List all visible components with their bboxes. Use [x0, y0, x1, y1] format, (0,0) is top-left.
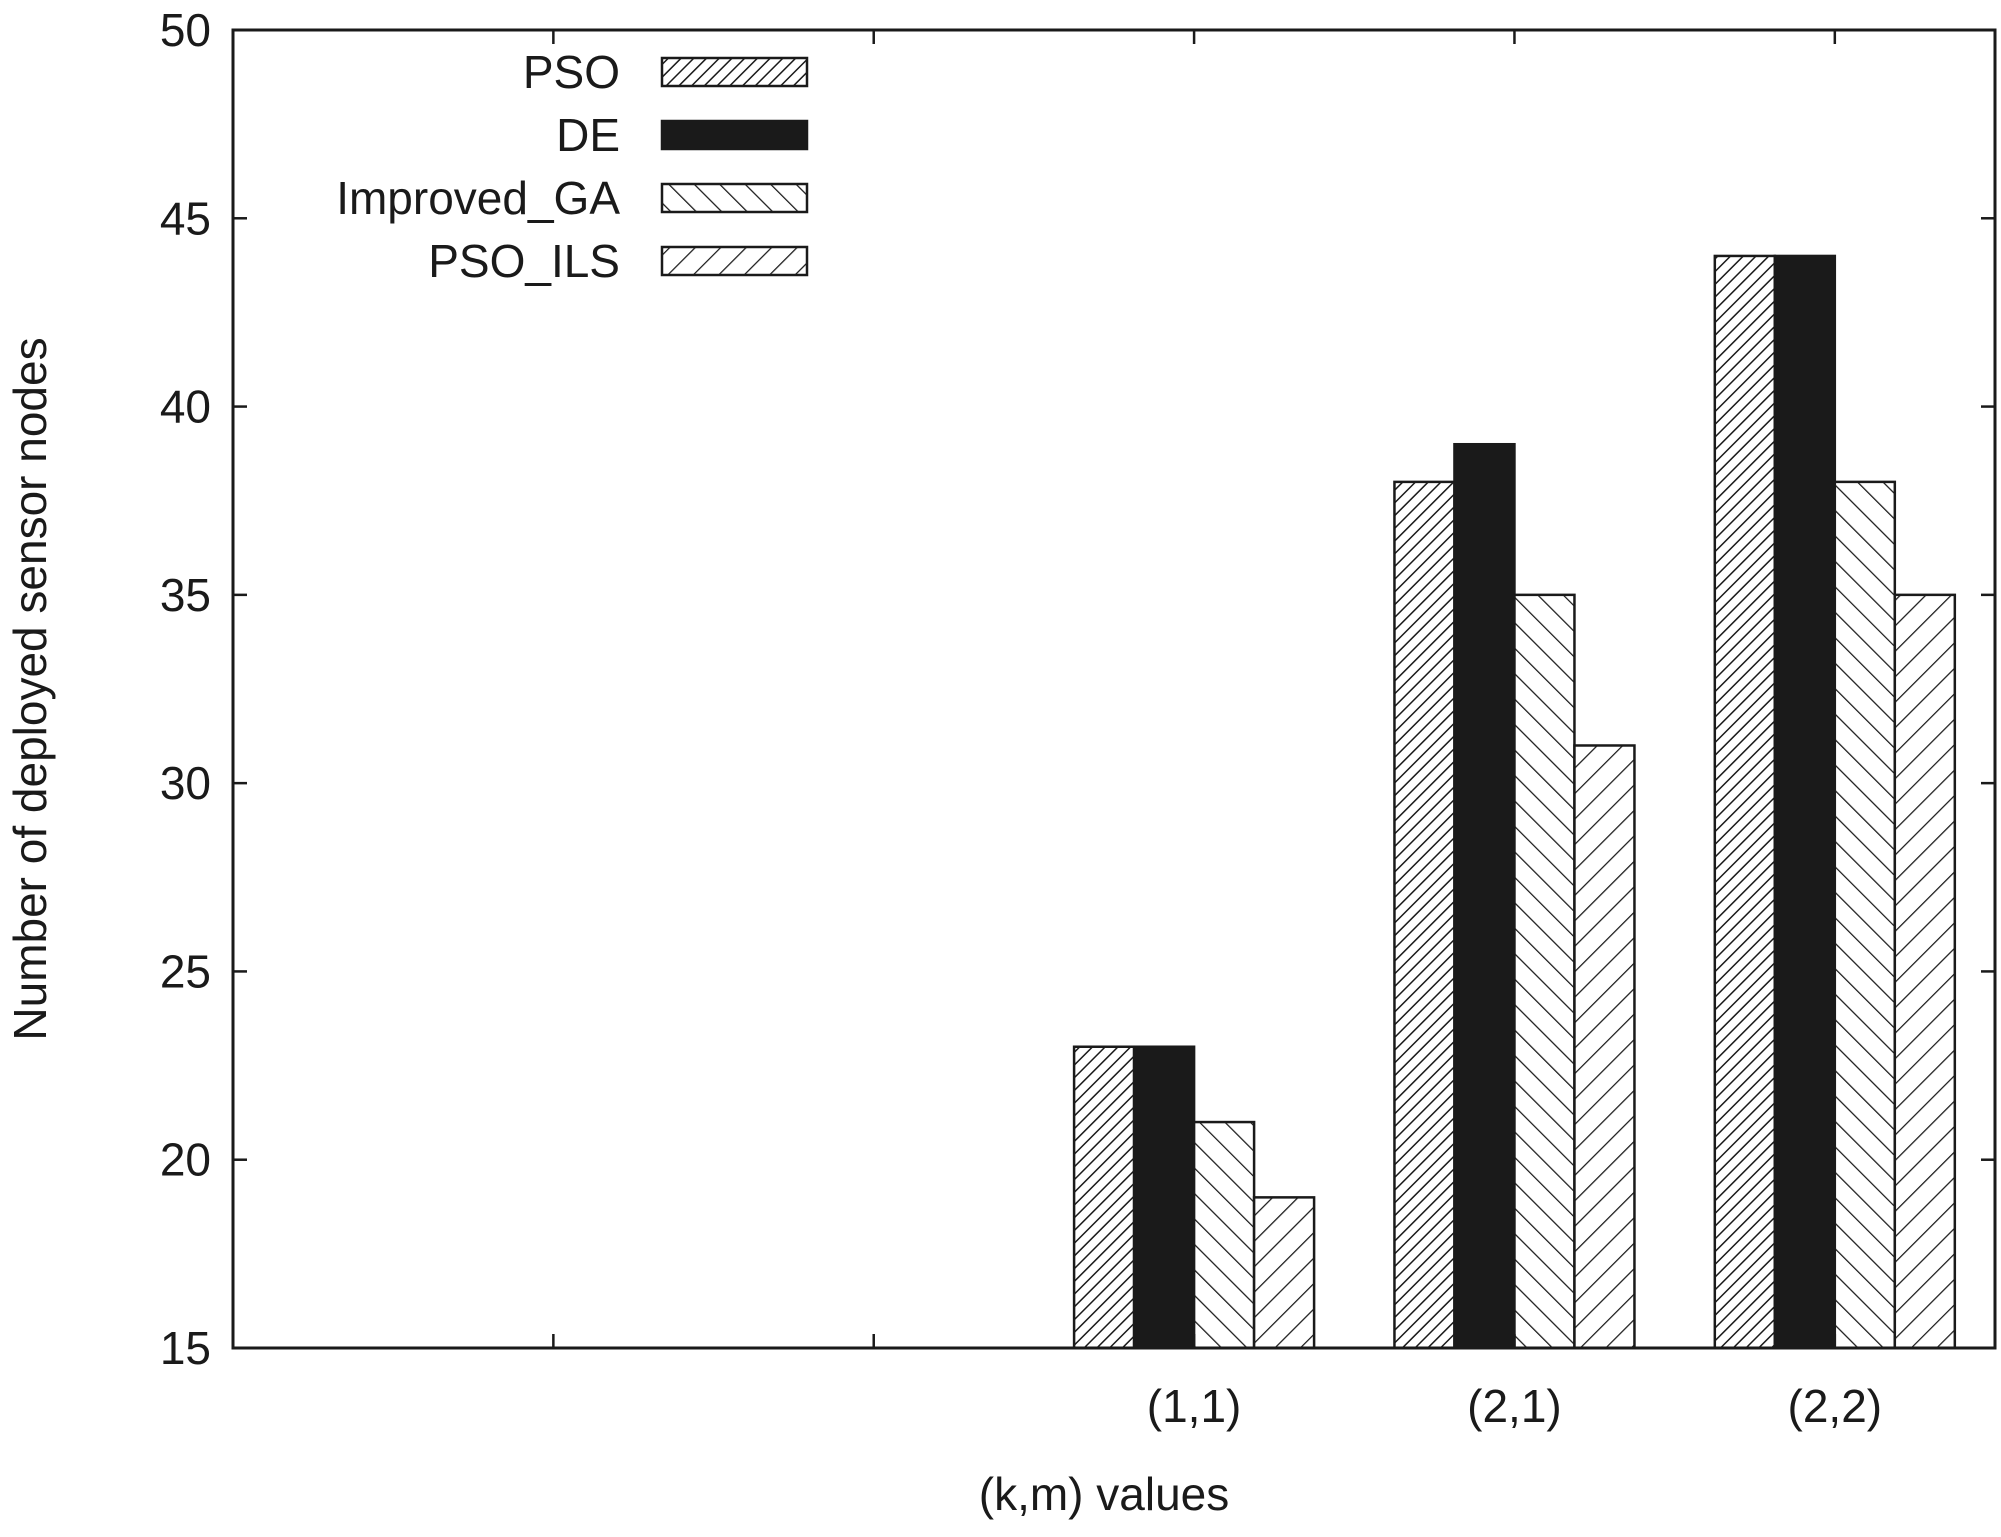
- legend-label: PSO: [523, 46, 620, 98]
- y-tick-label: 40: [160, 381, 211, 433]
- y-tick-label: 45: [160, 192, 211, 244]
- legend-label: Improved_GA: [336, 172, 620, 224]
- bar-pso-4: [1713, 254, 1777, 1350]
- bar-improved-ga-4: [1833, 480, 1897, 1350]
- plot-frame: [231, 28, 1997, 1350]
- bar-de-2: [1132, 1045, 1196, 1350]
- legend: PSO DE Improved_GA PSO_ILS: [336, 46, 809, 287]
- legend-swatch: [660, 245, 809, 277]
- legend-label: DE: [556, 109, 620, 161]
- y-tick-label: 35: [160, 569, 211, 621]
- x-tick-label: (2,2): [1788, 1380, 1883, 1432]
- y-tick-label: 20: [160, 1134, 211, 1186]
- bar-pso-ils-3: [1573, 744, 1636, 1350]
- y-tick-label: 30: [160, 757, 211, 809]
- bar-pso-ils-2: [1252, 1196, 1316, 1350]
- bar-de-3: [1453, 442, 1516, 1350]
- bar-pso-ils-4: [1893, 593, 1957, 1350]
- bar-improved-ga-2: [1192, 1120, 1256, 1350]
- legend-swatch: [660, 56, 809, 88]
- y-tick-label: 15: [160, 1322, 211, 1374]
- legend-swatch: [660, 182, 809, 214]
- bar-improved-ga-3: [1513, 593, 1576, 1350]
- legend-swatch: [660, 119, 809, 151]
- x-tick-label: (2,1): [1467, 1380, 1562, 1432]
- bar-de-4: [1773, 254, 1837, 1350]
- legend-label: PSO_ILS: [428, 235, 620, 287]
- bar-pso-3: [1393, 480, 1456, 1350]
- labels-layer: 15 20 25 30 35 40 45 50 (1,1) (2,1) (2,2) (k,m) val…: [4, 4, 1882, 1520]
- bars-layer: [1072, 254, 1957, 1350]
- y-axis-title: Number of deployed sensor nodes: [4, 337, 56, 1040]
- axes-layer: [231, 28, 1997, 1350]
- x-tick-label: (1,1): [1147, 1380, 1242, 1432]
- y-tick-label: 25: [160, 945, 211, 997]
- bar-pso-2: [1072, 1045, 1136, 1350]
- y-tick-label: 50: [160, 4, 211, 56]
- x-axis-title: (k,m) values: [979, 1468, 1229, 1520]
